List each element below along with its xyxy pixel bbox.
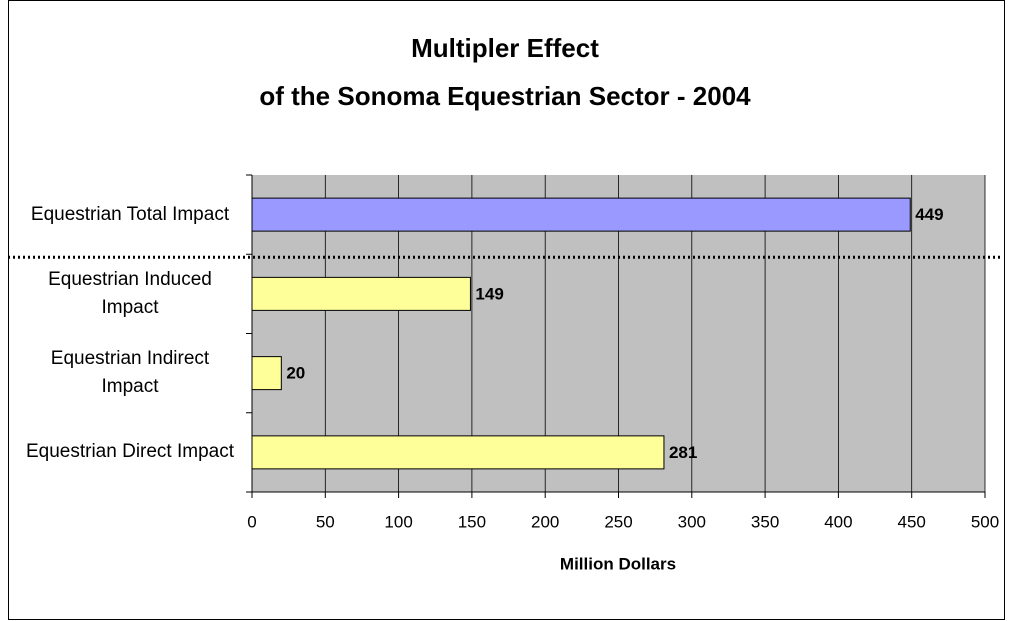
data-label: 149 — [475, 284, 503, 303]
x-tick-label: 450 — [898, 512, 926, 531]
x-tick-label: 400 — [824, 512, 852, 531]
data-label: 281 — [669, 443, 697, 462]
x-tick-label: 50 — [316, 512, 335, 531]
x-tick-label: 200 — [531, 512, 559, 531]
x-axis-title: Million Dollars — [560, 554, 676, 573]
x-tick-label: 150 — [458, 512, 486, 531]
x-tick-label: 350 — [751, 512, 779, 531]
y-tick-label: Equestrian Total Impact — [30, 203, 230, 225]
chart-title: Multipler Effect — [411, 33, 599, 63]
bar — [251, 197, 911, 232]
bar — [251, 276, 471, 311]
x-tick-label: 500 — [971, 512, 999, 531]
x-tick-label: 100 — [384, 512, 412, 531]
x-tick-label: 300 — [678, 512, 706, 531]
x-tick-label: 250 — [604, 512, 632, 531]
y-tick-label: Equestrian Direct Impact — [25, 441, 235, 463]
chart-title: of the Sonoma Equestrian Sector - 2004 — [259, 81, 751, 111]
y-tick-label: Equestrian Induced Impact — [48, 268, 212, 318]
x-tick-label: 0 — [247, 512, 256, 531]
data-label: 20 — [286, 364, 305, 383]
bar — [251, 356, 282, 391]
y-tick-label: Equestrian Indirect Impact — [50, 348, 210, 398]
bar — [251, 435, 665, 470]
data-label: 449 — [915, 205, 943, 224]
